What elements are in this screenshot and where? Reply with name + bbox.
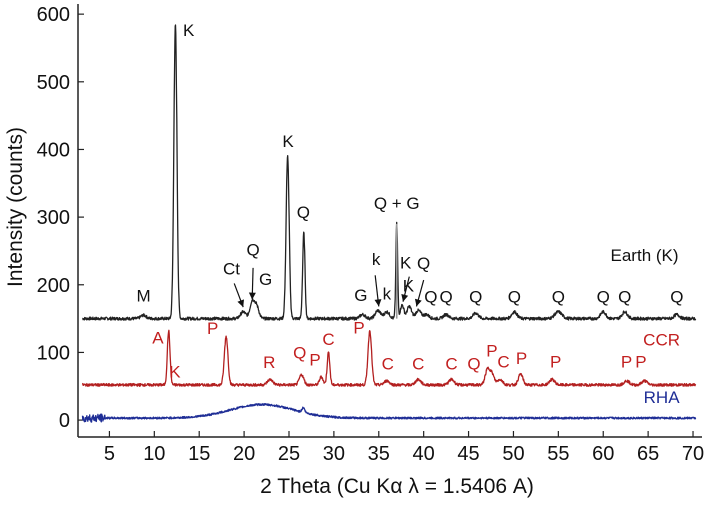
x-tick-label: 30 (323, 443, 345, 465)
phase-label: P (621, 352, 632, 371)
x-tick-label: 20 (233, 443, 255, 465)
series-name-label: CCR (643, 331, 680, 350)
x-axis-title: 2 Theta (Cu Kα λ = 1.5406 A) (260, 475, 534, 498)
phase-label: Q (469, 287, 482, 306)
phase-label: Q (467, 354, 480, 373)
plot-series (81, 24, 697, 423)
phase-label: K (400, 254, 412, 273)
phase-label: C (445, 354, 457, 373)
y-tick-label: 300 (37, 207, 70, 229)
annotation-arrowhead (374, 299, 382, 307)
y-tick-label: 200 (37, 275, 70, 297)
phase-label: k (383, 285, 392, 304)
y-tick-label: 0 (59, 410, 70, 432)
phase-label: Q (552, 287, 565, 306)
phase-label: Q (508, 287, 521, 306)
phase-label: Q + G (374, 194, 420, 213)
phase-label: K (183, 21, 195, 40)
phase-label: Q (297, 203, 310, 222)
phase-label: Q (439, 287, 452, 306)
phase-label: C (497, 352, 509, 371)
series-name-label: Earth (K) (611, 246, 679, 265)
phase-label: Ct (223, 260, 240, 279)
annotation-arrowhead (237, 299, 244, 308)
x-tick-label: 55 (547, 443, 569, 465)
rha-series-line (81, 403, 697, 423)
phase-label: Q (597, 287, 610, 306)
arrow-layer (233, 267, 425, 308)
x-tick-label: 10 (143, 443, 165, 465)
phase-label: K (169, 362, 181, 381)
phase-label: G (259, 270, 272, 289)
x-tick-label: 40 (413, 443, 435, 465)
annotation-arrowhead (414, 298, 422, 307)
y-tick-label: 400 (37, 139, 70, 161)
series-label-layer: Earth (K) CCR RHA (611, 246, 681, 407)
y-tick-label: 500 (37, 72, 70, 94)
y-axis-title: Intensity (counts) (4, 127, 27, 287)
x-tick-label: 65 (637, 443, 659, 465)
phase-label: C (382, 354, 394, 373)
phase-label: M (136, 287, 150, 306)
earth-series-line (82, 24, 697, 321)
phase-label: R (263, 353, 275, 372)
phase-label: Q (424, 287, 437, 306)
annotation-arrowhead (401, 294, 409, 302)
phase-label: Q (246, 241, 259, 260)
ccr-series-line (81, 329, 697, 387)
annotation-arrowhead (248, 292, 256, 300)
x-tick-label: 70 (682, 443, 704, 465)
phase-label: P (309, 350, 320, 369)
y-ticks: 0 100 200 300 400 500 600 (37, 4, 84, 432)
phase-label: Q (618, 287, 631, 306)
phase-label: C (322, 330, 334, 349)
phase-label: C (412, 354, 424, 373)
axes: 5 10 15 20 25 30 35 40 45 50 55 60 65 70 0 100 200 300 40… (37, 4, 704, 465)
x-tick-label: 45 (457, 443, 479, 465)
x-tick-label: 5 (104, 443, 115, 465)
y-tick-label: 100 (37, 342, 70, 364)
phase-label: P (486, 341, 497, 360)
x-tick-label: 25 (278, 443, 300, 465)
x-tick-label: 35 (368, 443, 390, 465)
series-name-label: RHA (644, 388, 681, 407)
phase-label: K (403, 277, 415, 296)
phase-label: P (635, 352, 646, 371)
phase-label: k (372, 250, 381, 269)
x-tick-label: 15 (188, 443, 210, 465)
phase-label: K (282, 132, 294, 151)
y-tick-label: 600 (37, 4, 70, 26)
phase-label: P (550, 352, 561, 371)
phase-label: G (354, 286, 367, 305)
phase-label: Q (670, 287, 683, 306)
x-tick-label: 50 (502, 443, 524, 465)
phase-label: P (353, 318, 364, 337)
phase-label: P (207, 319, 218, 338)
phase-label: Q (293, 344, 306, 363)
phase-label: P (516, 349, 527, 368)
phase-label: Q (417, 254, 430, 273)
phase-label: A (152, 329, 164, 348)
x-ticks: 5 10 15 20 25 30 35 40 45 50 55 60 65 70 (104, 431, 704, 465)
x-tick-label: 60 (592, 443, 614, 465)
